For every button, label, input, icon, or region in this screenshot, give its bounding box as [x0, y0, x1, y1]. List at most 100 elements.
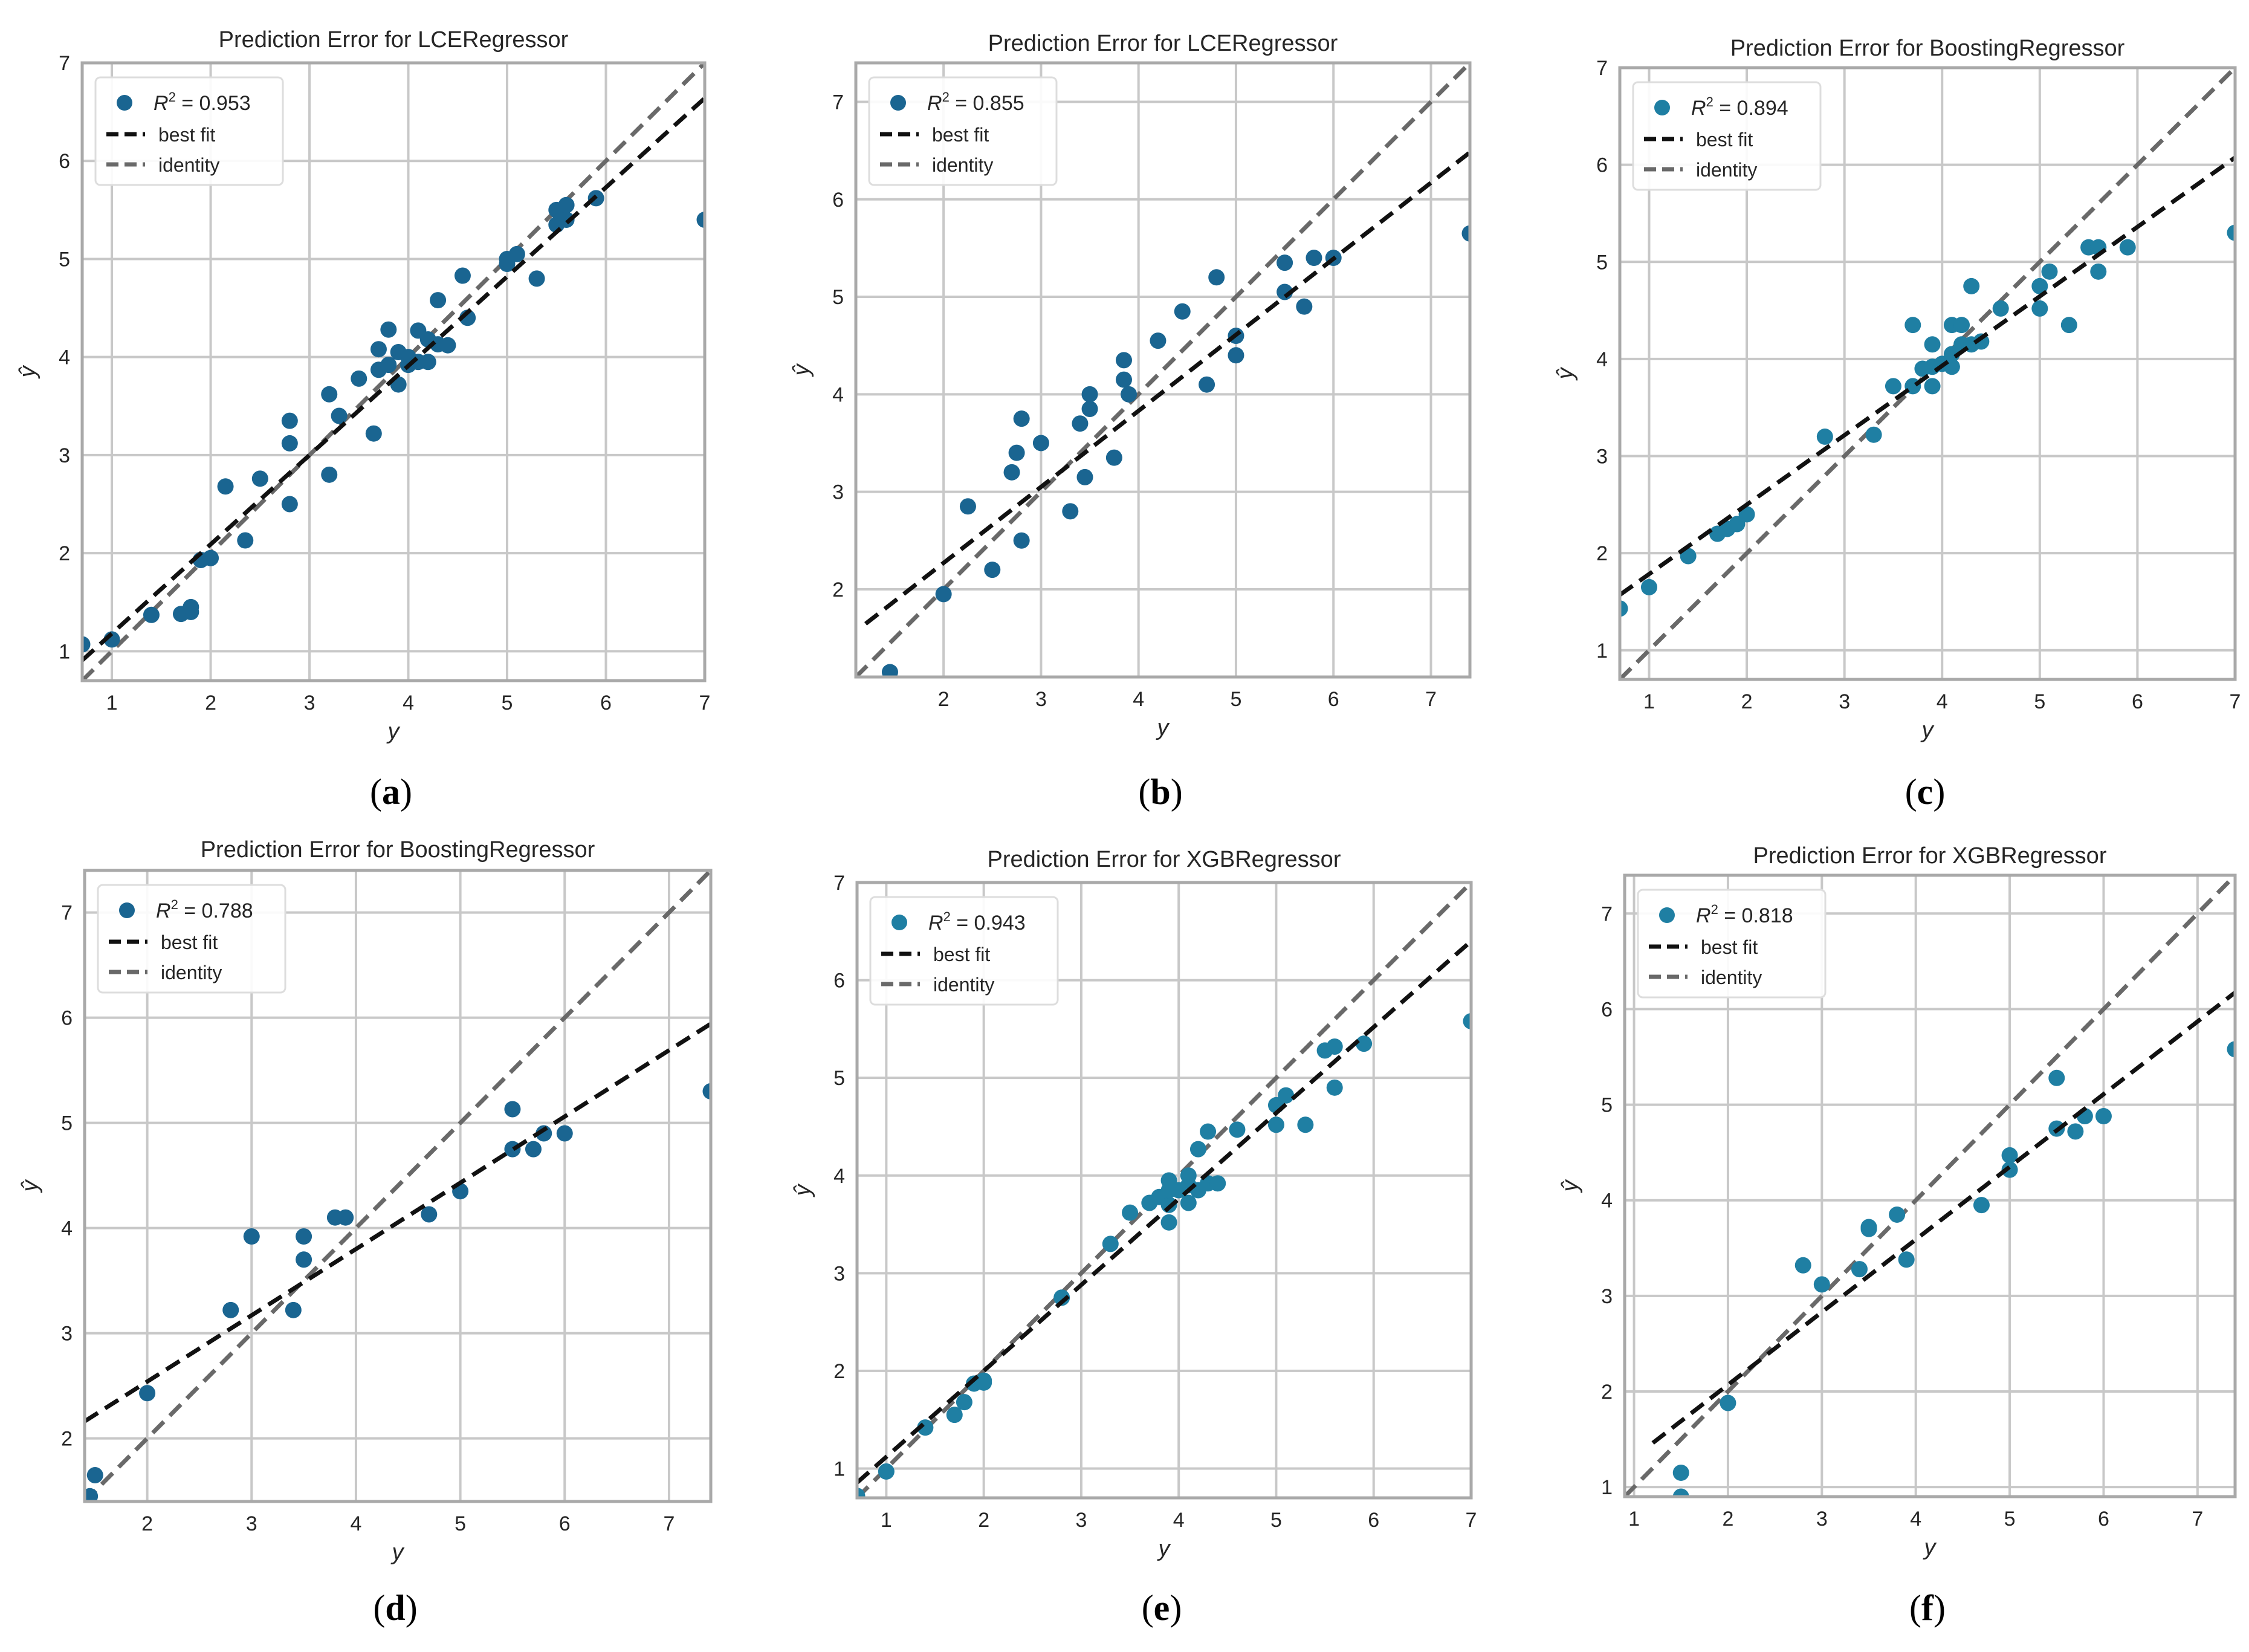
- data-point: [1885, 378, 1901, 395]
- y-tick-label: 5: [832, 286, 844, 309]
- panel-caption: (e): [1142, 1588, 1182, 1628]
- data-point: [2060, 317, 2077, 334]
- data-point: [2031, 277, 2048, 294]
- legend-box: [1637, 889, 1827, 999]
- y-tick-label: 7: [832, 91, 844, 114]
- data-point: [1738, 506, 1755, 523]
- y-tick-label: 7: [833, 872, 845, 895]
- data-point: [251, 470, 268, 487]
- x-tick-label: 3: [246, 1512, 257, 1535]
- data-point: [2227, 224, 2235, 241]
- x-tick-label: 1: [1643, 690, 1655, 713]
- y-tick-label: 6: [61, 1007, 73, 1030]
- y-tick-label: 1: [1601, 1476, 1613, 1499]
- data-point: [1680, 548, 1697, 565]
- data-point: [1062, 503, 1079, 520]
- data-point: [351, 370, 367, 387]
- plot-frame: [1623, 873, 2237, 1498]
- data-point: [2119, 239, 2136, 256]
- data-point: [1115, 352, 1132, 369]
- legend-marker-points: [117, 95, 132, 111]
- data-point: [1122, 1204, 1139, 1221]
- y-tick-label: 2: [1596, 542, 1608, 565]
- y-tick-label: 3: [832, 481, 844, 504]
- x-tick-label: 5: [1230, 688, 1241, 711]
- data-point: [1267, 1116, 1284, 1133]
- data-point: [1277, 254, 1293, 271]
- y-axis-label: ŷ: [1553, 367, 1578, 381]
- data-point: [454, 267, 471, 284]
- data-point: [281, 435, 298, 452]
- data-point: [1115, 371, 1132, 388]
- data-point: [1794, 1257, 1811, 1274]
- data-point: [237, 532, 254, 549]
- chart-panel-c: 1 2 3 4 5 6 7 1 2 3 4 5 6 7 Prediction Error for Boost…: [1553, 36, 2241, 812]
- y-tick-label: 5: [61, 1112, 73, 1135]
- data-point: [1297, 1116, 1314, 1133]
- data-point: [1150, 332, 1167, 349]
- data-point: [1306, 250, 1322, 267]
- legend-identity-label: identity: [933, 974, 994, 996]
- legend: R2 = 0.953 best fit identity: [94, 76, 284, 186]
- x-tick-label: 7: [663, 1512, 675, 1535]
- legend-identity-label: identity: [1696, 159, 1757, 181]
- x-tick-label: 2: [205, 692, 216, 714]
- y-tick-label: 1: [59, 640, 70, 663]
- data-point: [430, 292, 447, 309]
- y-tick-label: 7: [1596, 57, 1608, 80]
- y-tick-label: 4: [59, 346, 70, 369]
- data-point: [281, 496, 298, 513]
- data-point: [1672, 1464, 1689, 1481]
- data-point: [1032, 435, 1049, 452]
- data-point: [1174, 303, 1191, 320]
- plot-frame: [83, 869, 713, 1503]
- data-point: [1924, 378, 1941, 395]
- data-point: [380, 321, 397, 338]
- legend-box: [868, 76, 1058, 186]
- data-point: [1898, 1251, 1915, 1268]
- legend-box: [1632, 81, 1822, 191]
- x-axis-label: y: [390, 1540, 405, 1565]
- data-point: [321, 466, 338, 483]
- y-tick-label: 7: [1601, 902, 1613, 925]
- data-point: [536, 1125, 552, 1142]
- y-tick-label: 1: [833, 1458, 845, 1481]
- data-point: [976, 1372, 992, 1389]
- legend-r2-label: R2 = 0.788: [156, 897, 253, 922]
- data-point: [558, 212, 575, 228]
- data-point: [1904, 317, 1921, 334]
- y-tick-label: 6: [59, 150, 70, 173]
- plot-frame: [80, 61, 707, 682]
- x-tick-label: 7: [1466, 1509, 1477, 1532]
- data-point: [243, 1228, 260, 1245]
- y-tick-label: 5: [59, 248, 70, 271]
- x-tick-label: 3: [304, 692, 316, 714]
- chart-panel-a: 1 2 3 4 5 6 7 1 2 3 4 5 6 7 Prediction Error for LCERe…: [15, 27, 710, 812]
- data-point: [421, 1206, 438, 1223]
- data-point: [380, 357, 397, 374]
- data-point: [1953, 317, 1970, 334]
- plot-frame: [854, 61, 1472, 679]
- x-tick-label: 6: [1328, 688, 1339, 711]
- data-point: [1992, 300, 2009, 317]
- chart-panel-f: 1 2 3 4 5 6 7 1 2 3 4 5 6 7 Prediction Error for XGBRe…: [1558, 843, 2237, 1628]
- x-tick-label: 6: [600, 692, 612, 714]
- legend-r2-label: R2 = 0.818: [1696, 902, 1793, 927]
- data-point: [558, 196, 575, 213]
- x-tick-label: 6: [2098, 1508, 2109, 1531]
- x-tick-label: 6: [2132, 690, 2143, 713]
- x-tick-label: 2: [1722, 1508, 1733, 1531]
- data-point: [143, 606, 160, 623]
- y-tick-label: 4: [832, 383, 844, 406]
- legend: R2 = 0.818 best fit identity: [1637, 889, 1827, 999]
- legend-identity-label: identity: [158, 154, 219, 176]
- x-tick-label: 5: [455, 1512, 466, 1535]
- data-point: [984, 562, 1001, 578]
- data-point: [1003, 464, 1020, 481]
- data-point: [222, 1301, 239, 1318]
- x-axis-label: y: [1923, 1535, 1937, 1560]
- x-tick-label: 3: [1075, 1509, 1087, 1532]
- x-tick-label: 6: [559, 1512, 571, 1535]
- data-point: [2090, 263, 2107, 280]
